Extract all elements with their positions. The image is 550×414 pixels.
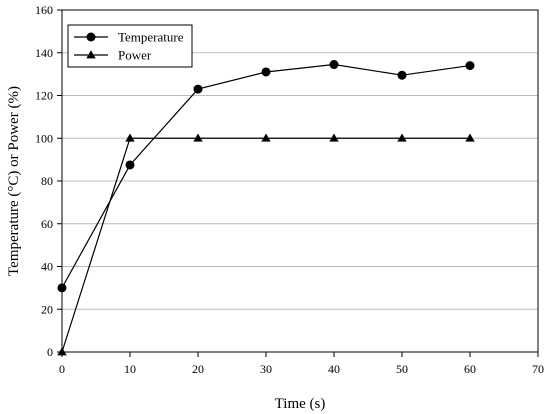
- y-tick-label: 100: [35, 131, 53, 145]
- y-tick-label: 80: [41, 174, 53, 188]
- x-tick-label: 20: [192, 362, 204, 376]
- x-tick-label: 10: [124, 362, 136, 376]
- legend-marker-power: [86, 50, 96, 59]
- y-tick-label: 0: [47, 345, 53, 359]
- temperature-line: [61, 63, 471, 289]
- axis-ticks: 0 20 40 60 80 100 120 140 160 0 10 20 30 40 50 60 70: [35, 3, 544, 376]
- x-tick-label: 50: [396, 362, 408, 376]
- legend-marker-temperature: [86, 32, 96, 42]
- temperature-point: [261, 67, 271, 77]
- x-tick-label: 70: [532, 362, 544, 376]
- legend-label-power: Power: [118, 48, 152, 63]
- x-tick-label: 40: [328, 362, 340, 376]
- power-point: [465, 133, 475, 142]
- legend-box: [67, 24, 193, 68]
- power-point: [397, 133, 407, 142]
- power-point: [329, 133, 339, 142]
- y-axis-title: Temperature (°C) or Power (%): [6, 86, 22, 276]
- temperature-point: [125, 160, 135, 170]
- temperature-point: [465, 61, 475, 71]
- x-tick-label: 0: [59, 362, 65, 376]
- series: [57, 60, 475, 356]
- legend-label-temperature: Temperature: [118, 30, 184, 45]
- x-axis-title: Time (s): [275, 396, 326, 412]
- legend: Temperature Power: [67, 24, 193, 68]
- y-tick-label: 60: [41, 217, 53, 231]
- temperature-point: [57, 283, 67, 293]
- power-point: [57, 347, 67, 356]
- temperature-point: [193, 84, 203, 94]
- y-tick-label: 40: [41, 260, 53, 274]
- power-point: [261, 133, 271, 142]
- power-line: [61, 137, 470, 353]
- series-power: [57, 133, 475, 356]
- temperature-point: [329, 60, 339, 70]
- series-temperature: [57, 60, 475, 293]
- y-tick-label: 140: [35, 46, 53, 60]
- y-tick-label: 20: [41, 302, 53, 316]
- temperature-point: [397, 70, 407, 80]
- y-tick-label: 160: [35, 3, 53, 17]
- power-point: [193, 133, 203, 142]
- power-point: [125, 133, 135, 142]
- x-tick-label: 60: [464, 362, 476, 376]
- x-tick-label: 30: [260, 362, 272, 376]
- y-tick-label: 120: [35, 89, 53, 103]
- gridlines: [62, 52, 538, 310]
